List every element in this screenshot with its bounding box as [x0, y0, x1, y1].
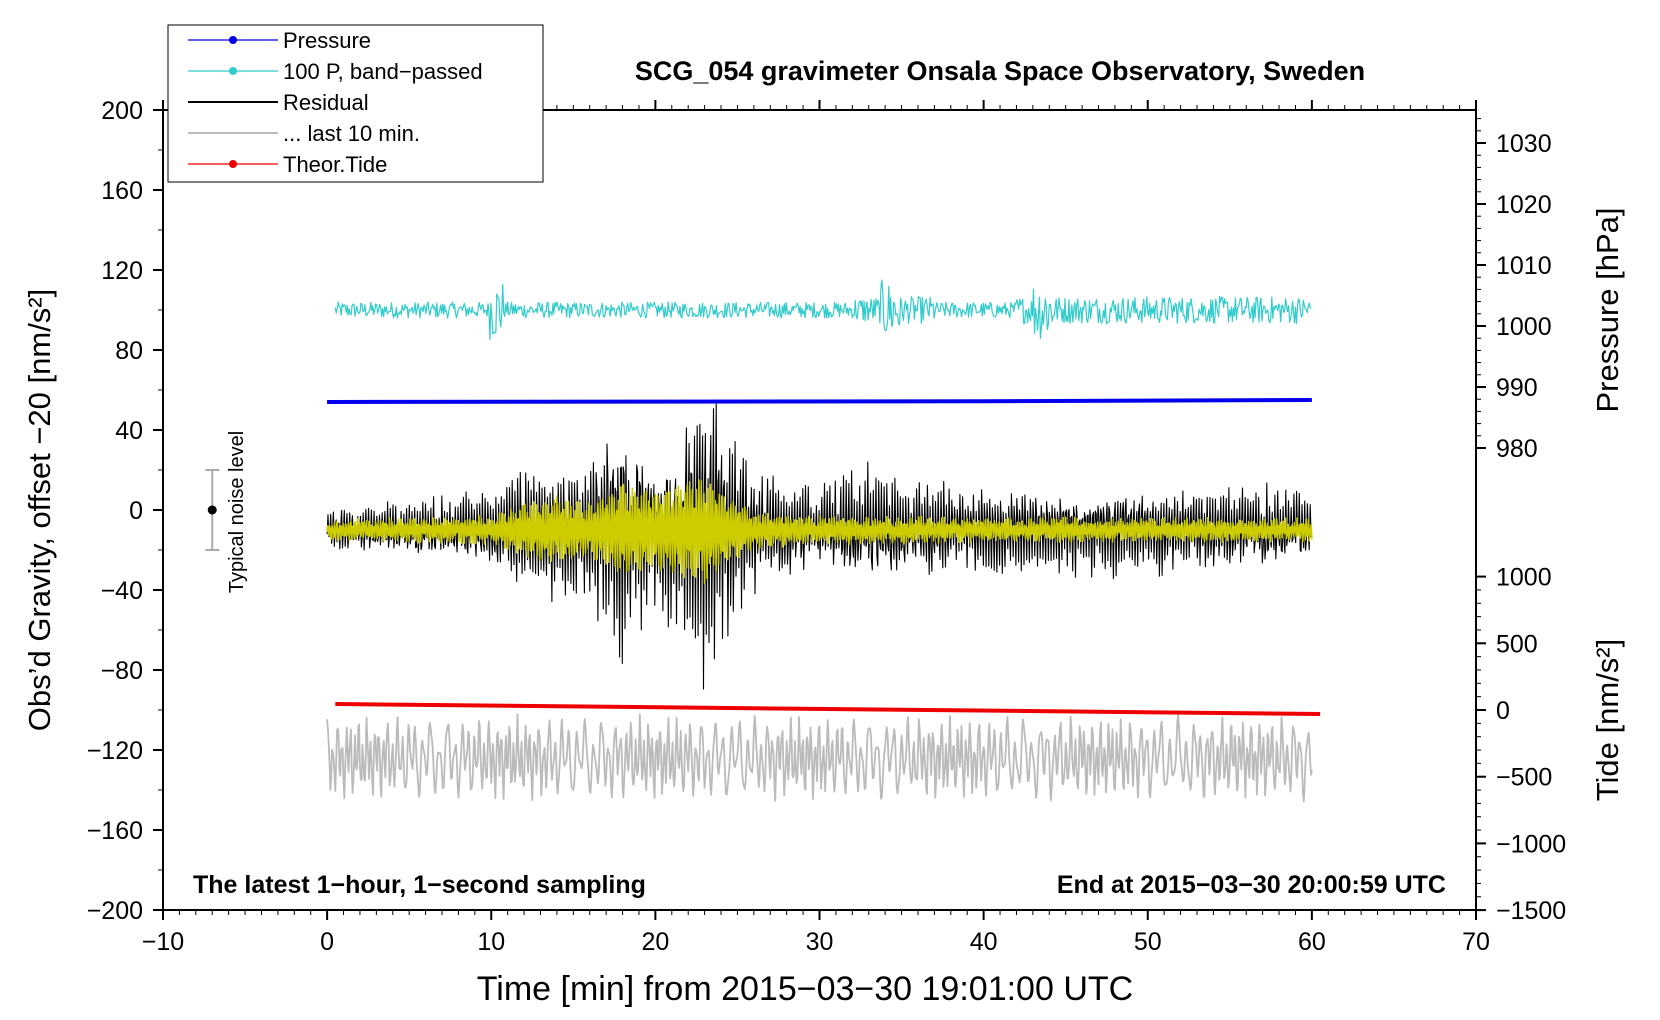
series-layer: [326, 279, 1321, 803]
tide-tick-label: −1500: [1496, 897, 1566, 925]
series-last-10-min: [326, 713, 1313, 803]
x-tick-label: 50: [1134, 928, 1162, 956]
y-tick-label: −80: [101, 657, 143, 685]
x-axis-label: Time [min] from 2015−03−30 19:01:00 UTC: [477, 970, 1133, 1008]
x-tick-label: 10: [477, 928, 505, 956]
y-tick-label: −40: [101, 577, 143, 605]
y-axis-tide-label: Tide [nm/s²]: [1590, 639, 1625, 802]
pressure-tick-label: 1010: [1496, 252, 1552, 280]
x-tick-label: 40: [970, 928, 998, 956]
y-tick-label: 0: [129, 497, 143, 525]
x-tick-label: 70: [1462, 928, 1490, 956]
x-tick-label: 20: [641, 928, 669, 956]
annotation-bottom-right: End at 2015−03−30 20:00:59 UTC: [1057, 871, 1446, 899]
noise-bar-label: Typical noise level: [226, 431, 248, 593]
legend-label: ... last 10 min.: [283, 121, 420, 146]
y-axis-pressure-label: Pressure [hPa]: [1590, 207, 1625, 412]
y-axis-left-label: Obs’d Gravity, offset −20 [nm/s²]: [22, 289, 57, 732]
y-tick-label: 120: [101, 257, 143, 285]
legend-label: 100 P, band−passed: [283, 59, 483, 84]
noise-bar-dot: [207, 505, 217, 515]
pressure-tick-label: 1030: [1496, 130, 1552, 158]
tide-tick-label: 1000: [1496, 564, 1552, 592]
x-tick-label: 60: [1298, 928, 1326, 956]
legend-marker: [229, 67, 237, 75]
y-tick-label: −160: [87, 817, 143, 845]
legend-box: [167, 24, 544, 183]
y-tick-label: 200: [101, 97, 143, 125]
pressure-tick-label: 1000: [1496, 313, 1552, 341]
series-residual: [326, 403, 1312, 690]
annotation-bottom-left: The latest 1−hour, 1−second sampling: [193, 871, 646, 899]
series-pressure: [327, 398, 1312, 404]
y-tick-label: −200: [87, 897, 143, 925]
series-theor-tide: [335, 702, 1321, 716]
y-tick-label: 40: [115, 417, 143, 445]
legend-label: Residual: [283, 90, 369, 115]
legend: Pressure 100 P, band−passed Residual ... la…: [167, 24, 544, 183]
legend-label: Pressure: [283, 28, 371, 53]
y-axis-pressure: 980 990 1000 1010 1020 1030: [1476, 118, 1552, 463]
chart-title: SCG_054 gravimeter Onsala Space Observat…: [635, 56, 1365, 86]
tide-tick-label: 0: [1496, 697, 1510, 725]
y-tick-label: 80: [115, 337, 143, 365]
tide-tick-label: −1000: [1496, 830, 1566, 858]
y-tick-label: −120: [87, 737, 143, 765]
pressure-tick-label: 1020: [1496, 191, 1552, 219]
legend-marker: [229, 36, 237, 44]
x-tick-label: 30: [806, 928, 834, 956]
pressure-tick-label: 980: [1496, 435, 1538, 463]
legend-label: Theor.Tide: [283, 152, 387, 177]
legend-marker: [229, 160, 237, 168]
series-residual-filtered: [326, 479, 1313, 585]
tide-tick-label: −500: [1496, 764, 1552, 792]
x-tick-label: −10: [142, 928, 184, 956]
y-tick-label: 160: [101, 177, 143, 205]
x-axis-bottom: −10 0 10 20 30 40 50 60 70: [142, 910, 1490, 956]
pressure-tick-label: 990: [1496, 374, 1538, 402]
x-tick-label: 0: [320, 928, 334, 956]
noise-level-indicator: Typical noise level: [205, 431, 248, 593]
tide-tick-label: 500: [1496, 630, 1538, 658]
y-axis-left: −200 −160 −120 −80 −40 0 40 80 120 160 200: [87, 97, 163, 925]
series-pressure-bandpassed: [334, 279, 1312, 341]
y-axis-tide: −1500 −1000 −500 0 500 1000: [1476, 564, 1566, 925]
plot-frame: [162, 109, 1477, 911]
